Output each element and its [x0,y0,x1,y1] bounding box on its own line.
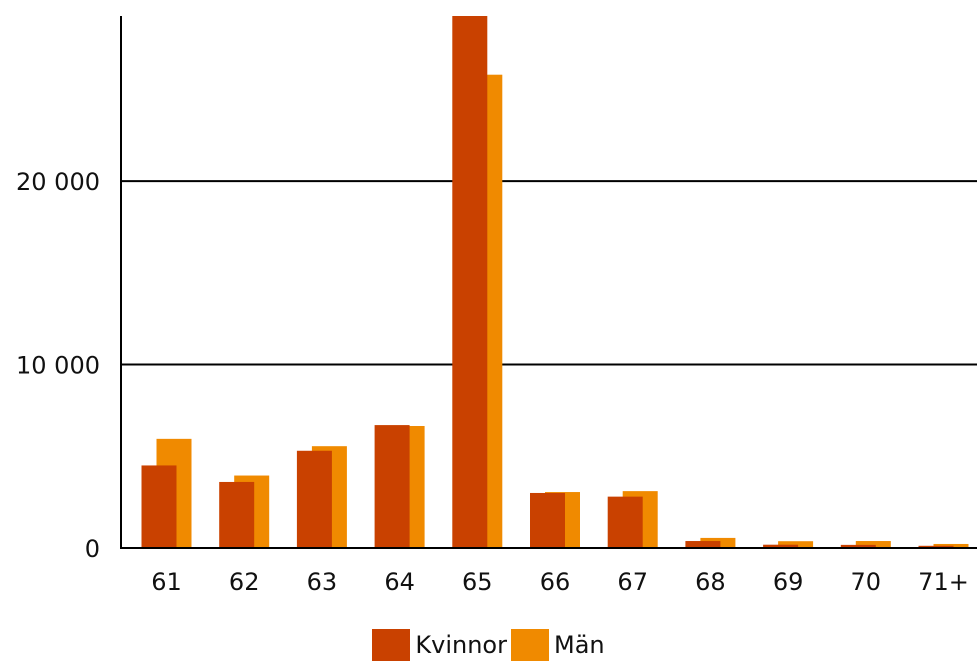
bar-kvinnor-69 [763,544,799,548]
bar-chart: 0 10 000 20 000 61 62 63 64 65 66 67 68 69 70 71+ [16,16,977,596]
x-tick-label: 65 [462,568,493,596]
bar-kvinnor-66 [530,492,565,548]
bar-kvinnor-68 [685,541,721,548]
gridlines [121,180,977,366]
bar-kvinnor-67 [607,496,643,548]
bar-kvinnor-65 [452,16,488,548]
bar-man-70 [855,541,891,548]
x-tick-label: 69 [773,568,804,596]
x-tick-label: 66 [540,568,571,596]
x-tick-label: 68 [695,568,726,596]
x-tick-labels: 61 62 63 64 65 66 67 68 69 70 71+ [151,568,969,596]
y-tick-label: 20 000 [16,168,100,196]
legend-swatch-man [510,629,549,661]
x-tick-label: 62 [229,568,260,596]
x-tick-label: 63 [307,568,338,596]
legend: Kvinnor Män [0,627,977,663]
y-tick-labels: 0 10 000 20 000 [16,168,100,563]
bar-kvinnor-63 [296,450,332,548]
legend-swatch-kvinnor [372,629,411,661]
axes [120,16,977,549]
x-tick-label: 71+ [918,568,969,596]
bar-kvinnor-71+ [918,545,954,548]
bar-kvinnor-61 [141,465,177,548]
x-tick-label: 67 [617,568,648,596]
bar-kvinnor-70 [840,544,876,548]
bar-man-69 [778,541,814,548]
x-tick-label: 70 [851,568,882,596]
x-tick-label: 64 [384,568,415,596]
legend-item-man: Män [510,629,605,661]
bar-kvinnor-62 [219,481,255,548]
legend-item-kvinnor: Kvinnor [372,629,507,661]
y-tick-label: 0 [85,535,100,563]
y-tick-label: 10 000 [16,352,100,380]
bar-kvinnor-64 [374,425,410,548]
legend-label-kvinnor: Kvinnor [415,631,507,659]
bars [141,16,969,549]
x-tick-label: 61 [151,568,182,596]
legend-label-man: Män [553,631,605,659]
